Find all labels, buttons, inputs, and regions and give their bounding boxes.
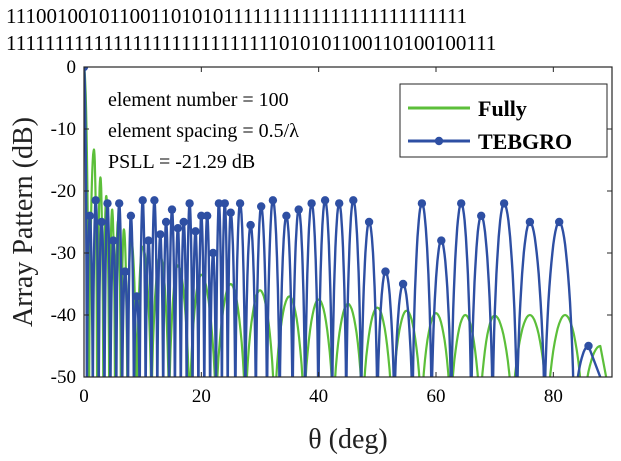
bitstring-line-2: 1111111111111111111111111111010101100110… bbox=[6, 31, 496, 55]
tebgro-marker bbox=[132, 292, 141, 301]
tebgro-marker bbox=[364, 217, 374, 227]
tebgro-marker bbox=[156, 230, 165, 239]
tebgro-marker bbox=[109, 236, 118, 245]
series-layer bbox=[84, 67, 608, 377]
tebgro-marker bbox=[335, 199, 344, 208]
y-axis-label: Array Pattern (dB) bbox=[8, 117, 39, 327]
tebgro-marker bbox=[220, 199, 229, 208]
tebgro-marker bbox=[381, 267, 390, 276]
tick-layer: 0 20 40 60 80 0 -10 -20 -30 -40 -50 bbox=[51, 57, 612, 407]
y-tick-label: -20 bbox=[51, 181, 76, 202]
tebgro-marker bbox=[85, 211, 95, 220]
tebgro-marker bbox=[226, 208, 235, 217]
tebgro-marker bbox=[214, 199, 224, 208]
tebgro-marker bbox=[84, 67, 89, 72]
tebgro-marker bbox=[173, 224, 183, 233]
legend-label-fully: Fully bbox=[478, 96, 527, 121]
tebgro-marker bbox=[161, 217, 171, 227]
tebgro-marker bbox=[294, 205, 303, 214]
tebgro-marker bbox=[437, 236, 446, 245]
tebgro-marker bbox=[185, 199, 194, 208]
tebgro-marker bbox=[203, 211, 212, 220]
tebgro-marker bbox=[197, 211, 206, 220]
legend-label-tebgro: TEBGRO bbox=[478, 129, 572, 154]
tebgro-marker bbox=[477, 211, 486, 220]
y-tick-label: -30 bbox=[51, 243, 76, 264]
tebgro-marker bbox=[115, 199, 124, 208]
tebgro-marker bbox=[417, 199, 427, 208]
tebgro-marker bbox=[150, 196, 159, 205]
annotation-psll: PSLL = -21.29 dB bbox=[108, 151, 255, 173]
tebgro-marker bbox=[167, 205, 177, 214]
tebgro-marker bbox=[191, 227, 200, 236]
tebgro-marker bbox=[246, 220, 255, 230]
annotation-element-number: element number = 100 bbox=[108, 89, 289, 111]
tebgro-marker bbox=[179, 217, 188, 227]
legend: Fully TEBGRO bbox=[399, 83, 608, 158]
y-tick-label: -50 bbox=[51, 367, 76, 388]
tebgro-marker bbox=[584, 341, 593, 351]
plot-frame bbox=[83, 66, 613, 378]
tebgro-marker bbox=[457, 199, 466, 208]
tebgro-marker bbox=[138, 196, 147, 205]
tebgro-marker bbox=[91, 196, 100, 205]
x-tick-label: 80 bbox=[544, 386, 563, 407]
x-axis-label: θ (deg) bbox=[308, 424, 388, 455]
y-tick-label: 0 bbox=[67, 57, 77, 78]
tebgro-marker bbox=[126, 211, 136, 220]
series-line-fully bbox=[84, 67, 608, 377]
tebgro-marker bbox=[320, 196, 330, 205]
y-tick-label: -40 bbox=[51, 305, 76, 326]
tebgro-marker bbox=[307, 199, 316, 208]
bitstring-line-1: 1110010010110011010101111111111111111111… bbox=[6, 4, 467, 28]
x-tick-label: 0 bbox=[79, 386, 89, 407]
tebgro-marker bbox=[208, 248, 218, 258]
tebgro-marker bbox=[268, 196, 278, 205]
tebgro-marker bbox=[349, 196, 358, 205]
legend-box bbox=[399, 83, 608, 158]
annotation-element-spacing: element spacing = 0.5/λ bbox=[108, 120, 299, 142]
tebgro-marker bbox=[235, 199, 245, 208]
tebgro-marker bbox=[555, 217, 564, 227]
tebgro-marker bbox=[97, 217, 106, 227]
tebgro-marker bbox=[282, 211, 291, 220]
tebgro-marker bbox=[120, 267, 130, 276]
x-tick-label: 40 bbox=[309, 386, 328, 407]
legend-marker-tebgro bbox=[434, 136, 444, 146]
tebgro-marker bbox=[525, 217, 535, 227]
tebgro-marker bbox=[398, 279, 408, 289]
tebgro-marker bbox=[103, 199, 112, 208]
tebgro-marker bbox=[499, 199, 509, 208]
tebgro-marker bbox=[257, 202, 266, 211]
tebgro-marker bbox=[144, 236, 153, 245]
y-tick-label: -10 bbox=[51, 119, 76, 140]
x-tick-label: 60 bbox=[427, 386, 446, 407]
x-tick-label: 20 bbox=[192, 386, 211, 407]
